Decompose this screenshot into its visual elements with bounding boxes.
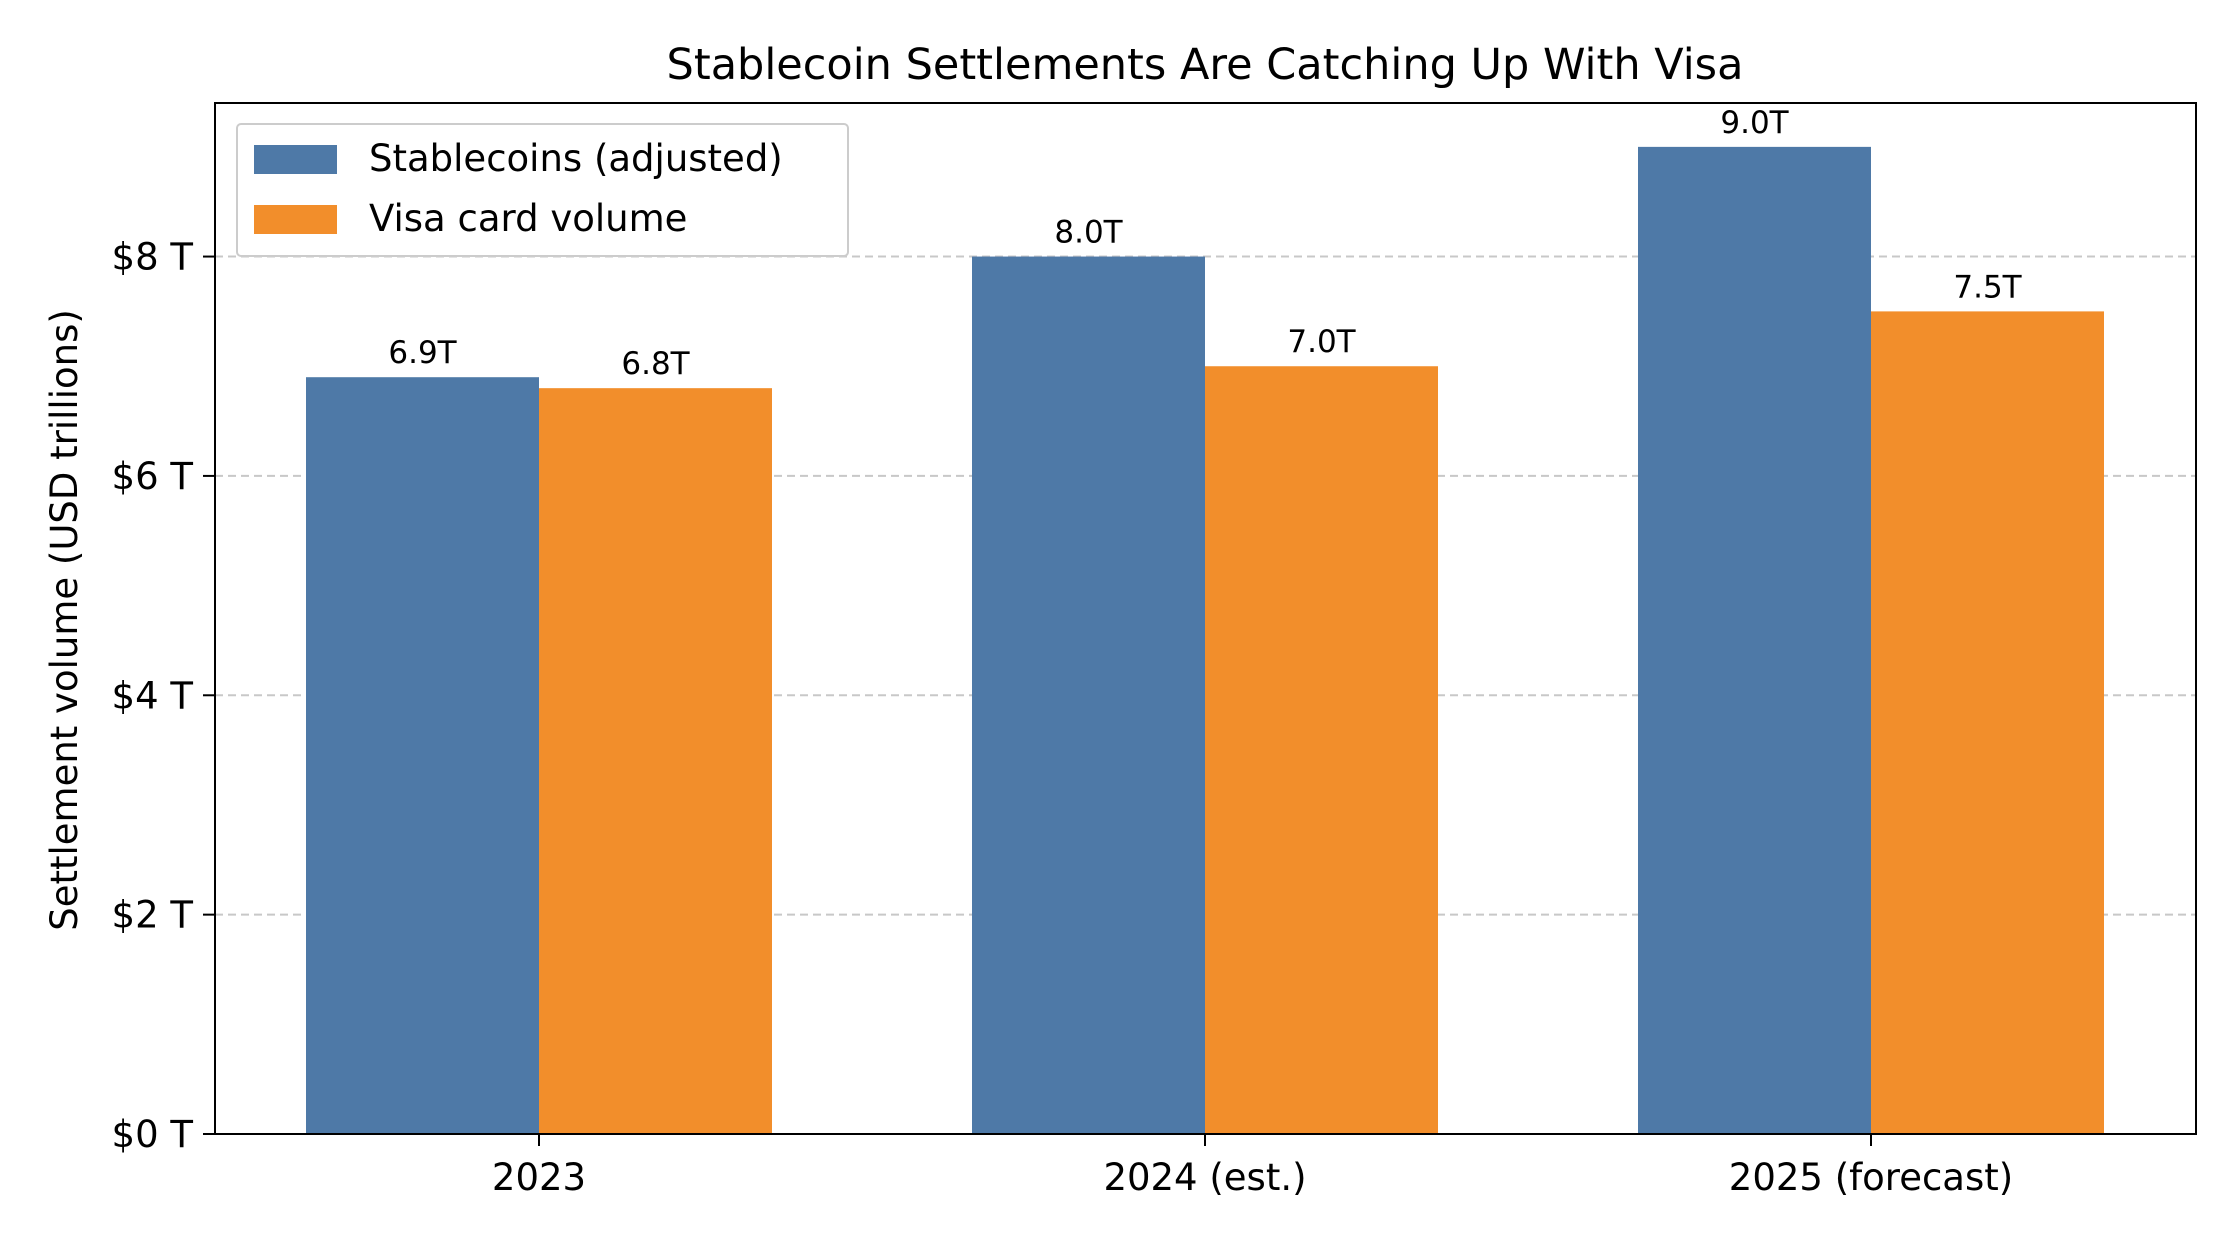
bar-visa-2: [1871, 311, 2104, 1134]
x-tick-label: 2025 (forecast): [1729, 1156, 2013, 1199]
legend-swatch-stablecoins: [254, 145, 337, 174]
y-tick-label: $6 T: [112, 455, 194, 498]
bar-value-label: 6.9T: [388, 335, 457, 371]
x-tick-label: 2024 (est.): [1103, 1156, 1306, 1199]
bar-visa-1: [1205, 366, 1438, 1135]
value-labels: 6.9T 6.8T 8.0T 7.0T 9.0T 7.5T: [388, 105, 2022, 382]
y-axis-label: Settlement volume (USD trillions): [43, 309, 86, 931]
bar-stablecoins-0: [306, 377, 539, 1134]
x-tick-label: 2023: [492, 1156, 586, 1199]
bar-stablecoins-2: [1638, 146, 1871, 1135]
bar-value-label: 7.5T: [1953, 269, 2022, 305]
bar-value-label: 6.8T: [621, 346, 690, 382]
bar-value-label: 9.0T: [1720, 105, 1789, 141]
y-tick-label: $8 T: [112, 236, 194, 279]
bar-value-label: 8.0T: [1054, 215, 1123, 251]
legend-label-stablecoins: Stablecoins (adjusted): [369, 137, 783, 180]
y-tick-label: $2 T: [112, 894, 194, 937]
y-axis-ticks: $0 T $2 T $4 T $6 T $8 T: [112, 236, 215, 1156]
bars: [306, 146, 2104, 1135]
bar-value-label: 7.0T: [1287, 324, 1356, 360]
bar-stablecoins-1: [972, 256, 1205, 1134]
legend: Stablecoins (adjusted) Visa card volume: [236, 123, 849, 257]
legend-frame: [236, 123, 849, 257]
bar-visa-0: [539, 388, 772, 1134]
chart-title: Stablecoin Settlements Are Catching Up W…: [667, 40, 1744, 90]
legend-swatch-visa: [254, 205, 337, 234]
x-axis-ticks: 2023 2024 (est.) 2025 (forecast): [492, 1134, 2013, 1199]
y-tick-label: $4 T: [112, 674, 194, 717]
y-tick-label: $0 T: [112, 1113, 194, 1156]
legend-label-visa: Visa card volume: [369, 197, 687, 240]
